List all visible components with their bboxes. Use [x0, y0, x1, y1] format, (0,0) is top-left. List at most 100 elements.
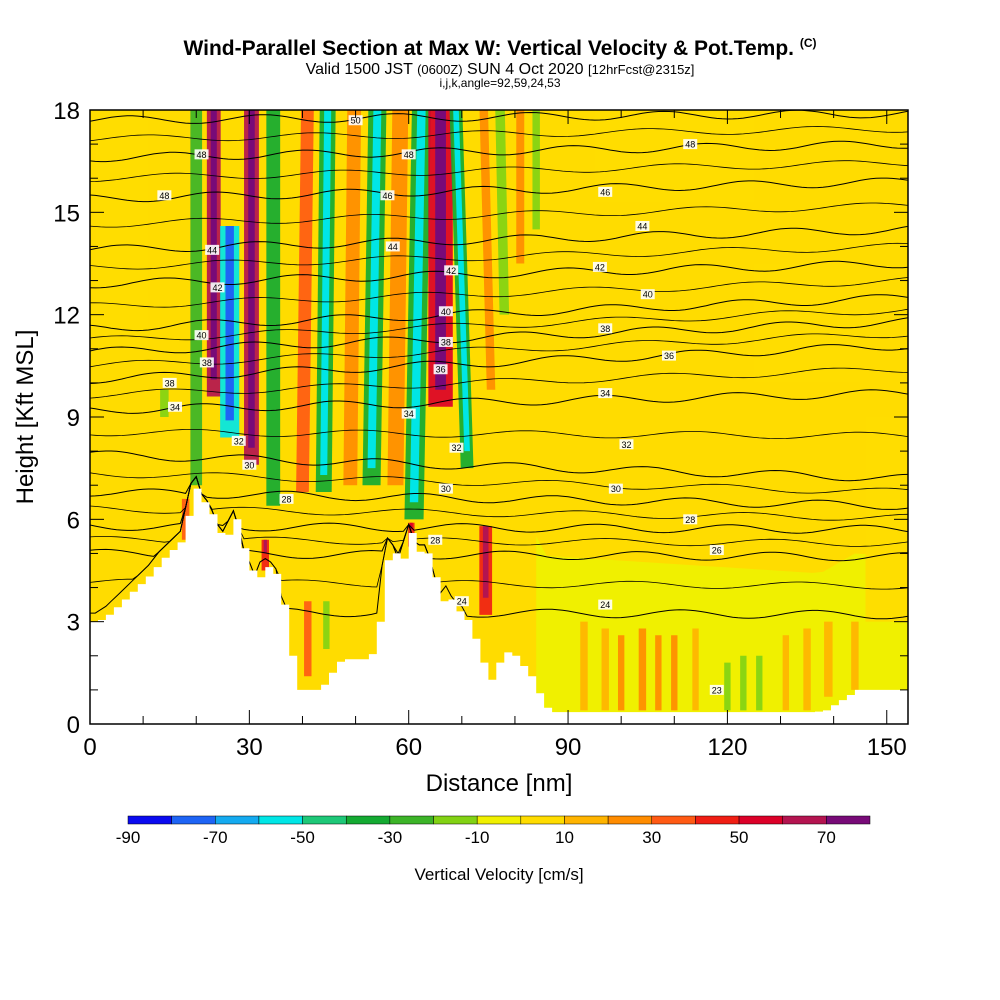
contour-label-text: 28: [282, 494, 292, 504]
contour-label-text: 26: [712, 546, 722, 556]
contour-label-text: 28: [430, 535, 440, 545]
contour-label-text: 42: [212, 283, 222, 293]
contour-label-24: 24: [454, 596, 469, 607]
velocity-band-18: [261, 539, 270, 571]
y-tick-label: 9: [67, 405, 80, 432]
contour-label-box: [640, 289, 655, 300]
contour-label-box: [438, 336, 453, 347]
contour-label-28: 28: [279, 493, 294, 504]
colorbar-segment-12: [651, 815, 696, 825]
forecast-info: [12hrFcst@2315z]: [588, 62, 695, 77]
contour-label-box: [157, 190, 172, 201]
isentrope-44: [90, 225, 908, 253]
contour-label-box: [401, 408, 416, 419]
isentrope-32: [90, 450, 908, 482]
velocity-core-18: [263, 539, 267, 554]
contour-label-text: 40: [197, 331, 207, 341]
contour-label-32: 32: [231, 435, 246, 446]
isentrope-36: [90, 344, 908, 384]
isentrope-48: [90, 140, 908, 163]
velocity-band-28: [655, 635, 662, 711]
chart-title-text: Wind-Parallel Section at Max W: Vertical…: [183, 37, 794, 60]
isentrope-46: [90, 177, 908, 203]
y-tick-label: 3: [67, 610, 80, 637]
contour-label-38: 38: [438, 336, 453, 347]
isentrope-minor-1: [90, 475, 908, 547]
velocity-band-26: [617, 635, 625, 711]
colorbar-segment-16: [826, 815, 871, 825]
contour-label-text: 24: [457, 597, 467, 607]
colorbar-tick-label: -50: [290, 828, 315, 847]
colorbar-segment-5: [345, 815, 391, 825]
isentrope-minor-7: [90, 308, 908, 341]
isentrope-28: [90, 475, 908, 534]
contour-label-38: 38: [199, 357, 214, 368]
contour-label-38: 38: [162, 377, 177, 388]
contour-label-26: 26: [709, 545, 724, 556]
contour-label-48: 48: [194, 149, 209, 160]
contour-label-box: [210, 282, 225, 293]
velocity-band-38: [594, 110, 754, 203]
contour-label-box: [683, 514, 698, 525]
contour-label-text: 38: [441, 337, 451, 347]
contour-label-box: [619, 439, 634, 450]
contour-label-text: 42: [446, 266, 456, 276]
contour-label-40: 40: [194, 330, 209, 341]
contour-label-box: [242, 459, 257, 470]
contour-label-48: 48: [157, 190, 172, 201]
contour-label-text: 34: [404, 409, 414, 419]
colorbar-segment-13: [695, 815, 740, 825]
contour-label-30: 30: [242, 459, 257, 470]
contour-label-28: 28: [683, 514, 698, 525]
contour-label-50: 50: [348, 115, 363, 126]
contour-label-box: [592, 261, 607, 272]
isentrope-38: [90, 317, 908, 354]
contour-label-box: [454, 596, 469, 607]
colorbar-label: Vertical Velocity [cm/s]: [414, 865, 583, 884]
y-axis-label: Height [Kft MSL]: [12, 330, 39, 505]
x-axis-label: Distance [nm]: [426, 770, 573, 797]
contour-label-text: 36: [664, 351, 674, 361]
isentrope-minor-12: [90, 126, 908, 142]
isentrope-42: [90, 260, 908, 289]
velocity-band-24: [580, 621, 588, 711]
isentrope-minor-5: [90, 367, 908, 399]
contour-label-text: 44: [637, 221, 647, 231]
colorbar-segment-7: [433, 815, 478, 825]
contour-label-46: 46: [380, 190, 395, 201]
colorbar-segment-15: [782, 815, 827, 825]
colorbar-tick-label: -10: [465, 828, 490, 847]
velocity-band-29: [671, 635, 678, 711]
contour-label-text: 44: [388, 242, 398, 252]
contour-label-text: 44: [207, 245, 217, 255]
contour-label-text: 36: [436, 365, 446, 375]
colorbar-tick-label: -90: [116, 828, 141, 847]
isentrope-minor-10: [90, 202, 908, 228]
contour-label-box: [162, 377, 177, 388]
y-tick-label: 15: [53, 200, 80, 227]
contour-label-text: 24: [600, 600, 610, 610]
colorbar-tick-label: 50: [730, 828, 749, 847]
contour-label-box: [709, 545, 724, 556]
colorbar-segment-0: [127, 815, 172, 825]
contour-label-box: [199, 357, 214, 368]
contour-label-box: [428, 534, 443, 545]
contour-label-30: 30: [608, 483, 623, 494]
contour-label-box: [231, 435, 246, 446]
contour-label-box: [194, 330, 209, 341]
contour-label-text: 38: [600, 324, 610, 334]
contour-label-box: [661, 350, 676, 361]
contour-label-32: 32: [449, 442, 464, 453]
contour-label-box: [683, 139, 698, 150]
colorbar-segment-6: [389, 815, 434, 825]
contour-label-48: 48: [683, 139, 698, 150]
contour-label-30: 30: [438, 483, 453, 494]
contour-label-box: [401, 149, 416, 160]
velocity-band-0: [190, 110, 203, 486]
colorbar-segment-10: [564, 815, 609, 825]
velocity-band-41: [95, 110, 149, 349]
velocity-band-13: [479, 110, 496, 390]
contour-label-text: 30: [611, 484, 621, 494]
